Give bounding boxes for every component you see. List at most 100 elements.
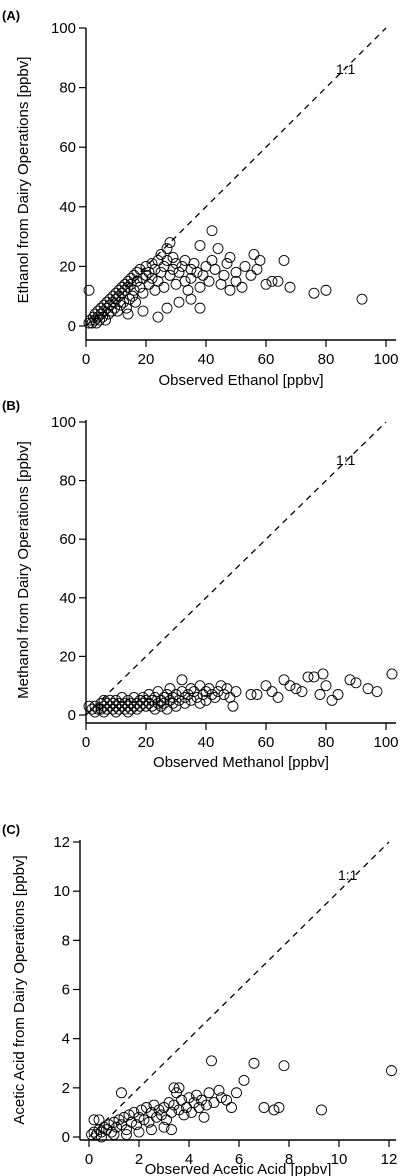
data-point — [201, 1099, 212, 1111]
data-point — [344, 674, 356, 686]
data-point — [185, 272, 197, 284]
data-point — [185, 293, 197, 305]
panel-b-points — [83, 668, 398, 718]
data-point — [193, 1102, 205, 1113]
data-point — [173, 296, 185, 308]
data-point — [173, 266, 185, 278]
data-point — [122, 275, 134, 287]
y-tick-label: 100 — [51, 20, 76, 37]
data-point — [308, 287, 320, 299]
x-tick-label: 20 — [138, 351, 155, 368]
x-tick-label: 40 — [198, 734, 215, 751]
data-point — [386, 1065, 397, 1077]
data-point — [284, 281, 296, 293]
data-point — [155, 694, 167, 706]
data-point — [121, 302, 132, 314]
data-point — [200, 686, 212, 698]
data-point — [125, 703, 137, 715]
data-point — [151, 1111, 162, 1123]
data-point — [320, 284, 332, 296]
data-point — [254, 254, 266, 266]
data-point — [137, 287, 149, 299]
panel-a-ticks: 0 20 40 60 80 100 0 20 40 60 80 100 — [51, 20, 399, 368]
y-tick-label: 80 — [59, 473, 76, 490]
data-point — [320, 680, 332, 692]
data-point — [221, 1094, 232, 1106]
data-point — [326, 694, 338, 706]
y-tick-label: 60 — [59, 531, 76, 548]
data-point — [83, 284, 95, 296]
data-point — [224, 252, 236, 263]
data-point — [131, 275, 143, 287]
data-point — [176, 260, 188, 272]
data-point — [128, 691, 140, 703]
panel-c-x-label: Observed Acetic Acid [ppbv] — [145, 1161, 332, 1176]
data-point — [119, 278, 131, 290]
data-point — [188, 257, 200, 269]
data-point — [130, 296, 141, 308]
data-point — [118, 1111, 130, 1123]
data-point — [89, 706, 101, 718]
y-tick-label: 60 — [59, 139, 76, 156]
data-point — [104, 700, 116, 712]
data-point — [173, 1082, 185, 1094]
data-point — [218, 689, 230, 700]
data-point — [209, 691, 221, 703]
panel-a-y-label: Ethanol from Dairy Operations [ppbv] — [15, 57, 32, 304]
data-point — [112, 305, 123, 317]
data-point — [194, 240, 206, 251]
data-point — [245, 689, 257, 700]
data-point — [152, 311, 164, 323]
data-point — [224, 284, 236, 296]
data-point — [230, 266, 242, 278]
data-point — [158, 281, 170, 293]
data-point — [91, 317, 102, 329]
data-point — [230, 686, 242, 698]
data-point — [134, 281, 146, 293]
data-point — [167, 263, 179, 275]
data-point — [116, 1087, 127, 1099]
data-point — [272, 275, 284, 287]
panel-b-x-label: Observed Methanol [ppbv] — [153, 754, 329, 771]
data-point — [116, 691, 128, 703]
data-point — [167, 252, 179, 263]
data-point — [278, 1060, 290, 1072]
y-tick-label: 20 — [59, 258, 76, 275]
y-tick-label: 4 — [62, 1031, 70, 1048]
data-point — [164, 694, 176, 706]
data-point — [206, 254, 218, 266]
data-point — [206, 225, 218, 237]
data-point — [131, 697, 143, 709]
data-point — [101, 1124, 112, 1136]
data-point — [91, 1129, 102, 1140]
data-point — [108, 1116, 120, 1128]
data-point — [206, 1055, 217, 1067]
data-point — [179, 275, 191, 287]
data-point — [296, 686, 308, 698]
data-point — [143, 697, 155, 709]
data-point — [164, 269, 176, 281]
data-point — [106, 305, 117, 317]
data-point — [268, 1104, 280, 1116]
data-point — [272, 691, 284, 703]
data-point — [273, 1102, 285, 1113]
panel-a: (A) 0 20 40 60 80 100 0 20 40 60 80 100 1:1 Observe… — [2, 8, 399, 389]
data-point — [236, 281, 248, 293]
data-point — [209, 263, 221, 275]
data-point — [108, 1129, 120, 1140]
data-point — [140, 694, 152, 706]
data-point — [371, 686, 383, 698]
data-point — [188, 686, 200, 698]
data-point — [179, 691, 191, 703]
data-point — [127, 290, 138, 302]
data-point — [113, 703, 125, 715]
data-point — [266, 275, 278, 287]
data-point — [266, 686, 278, 698]
data-point — [122, 706, 134, 718]
y-tick-label: 80 — [59, 80, 76, 97]
data-point — [155, 249, 167, 260]
y-tick-label: 0 — [68, 707, 76, 724]
data-point — [227, 700, 239, 712]
data-point — [110, 706, 122, 718]
